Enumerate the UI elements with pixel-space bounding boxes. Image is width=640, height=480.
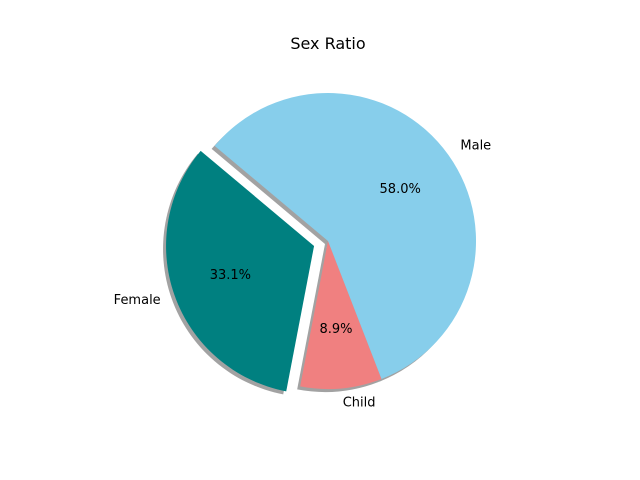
slice-percent-female: 33.1% xyxy=(210,268,251,283)
slice-label-female: Female xyxy=(114,293,161,308)
label-layer: Female 33.1% Child 8.9% Male 58.0% xyxy=(114,139,492,411)
pie-slice-female xyxy=(166,150,315,392)
slice-label-child: Child xyxy=(343,396,376,411)
pie-slice-male xyxy=(214,92,477,379)
slice-layer xyxy=(166,92,477,392)
slice-percent-child: 8.9% xyxy=(319,322,352,337)
chart-title: Sex Ratio xyxy=(290,34,365,53)
slice-percent-male: 58.0% xyxy=(380,182,421,197)
slice-label-male: Male xyxy=(460,139,491,154)
pie-slice-child xyxy=(300,241,382,389)
